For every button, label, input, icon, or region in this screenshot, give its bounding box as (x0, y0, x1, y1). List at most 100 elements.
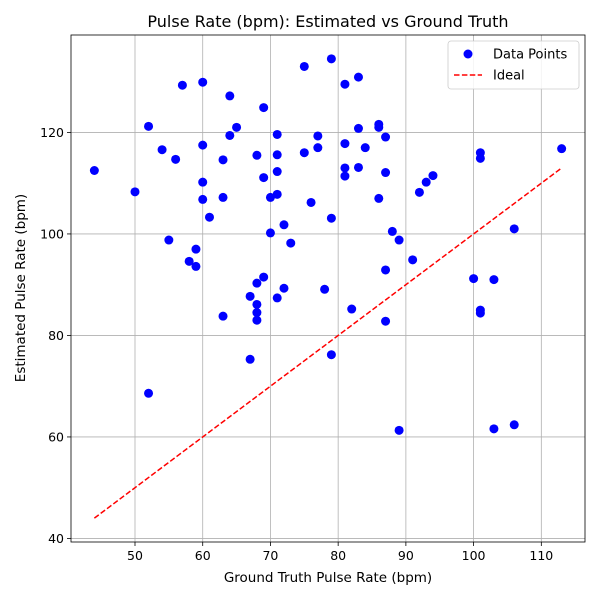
data-point (89, 166, 99, 176)
y-tick-label: 120 (40, 125, 64, 140)
data-point (265, 192, 275, 202)
x-tick-label: 100 (462, 548, 486, 563)
data-point (218, 192, 228, 202)
data-point (245, 291, 255, 301)
data-point (218, 155, 228, 165)
data-point (340, 139, 350, 149)
data-point (313, 143, 323, 153)
data-point (374, 122, 384, 132)
data-point (299, 61, 309, 71)
data-point (360, 143, 370, 153)
data-point (394, 235, 404, 245)
data-point (475, 308, 485, 318)
data-point (144, 388, 154, 398)
data-point (279, 283, 289, 293)
data-point (306, 197, 316, 207)
data-point (428, 171, 438, 181)
data-point (164, 235, 174, 245)
data-point (489, 275, 499, 285)
y-tick-label: 40 (48, 531, 64, 546)
data-point (353, 123, 363, 133)
data-point (313, 131, 323, 141)
legend: Data Points Ideal (447, 40, 580, 90)
data-point (272, 129, 282, 139)
data-point (157, 145, 167, 155)
data-point (326, 213, 336, 223)
data-point (394, 425, 404, 435)
data-point (340, 79, 350, 89)
data-point (381, 265, 391, 275)
data-point (320, 284, 330, 294)
data-point (130, 187, 140, 197)
data-point (198, 177, 208, 187)
data-point (144, 121, 154, 131)
data-point (259, 103, 269, 113)
legend-label: Data Points (493, 48, 567, 63)
data-point (198, 194, 208, 204)
data-point (414, 187, 424, 197)
data-point (177, 80, 187, 90)
chart-title: Pulse Rate (bpm): Estimated vs Ground Tr… (147, 12, 508, 31)
x-tick-label: 110 (529, 548, 553, 563)
data-point (340, 171, 350, 181)
data-point (326, 350, 336, 360)
data-point (191, 261, 201, 271)
data-point (469, 274, 479, 284)
data-point (259, 272, 269, 282)
data-point (252, 150, 262, 160)
data-point (272, 189, 282, 199)
data-point (225, 130, 235, 140)
data-point (265, 228, 275, 238)
data-point (218, 311, 228, 321)
ideal-line (93, 167, 563, 519)
x-tick-label: 80 (330, 548, 346, 563)
data-point (421, 177, 431, 187)
data-point (232, 122, 242, 132)
data-point (381, 316, 391, 326)
data-point (381, 168, 391, 178)
legend-marker-data-points (463, 49, 473, 59)
x-axis-title: Ground Truth Pulse Rate (bpm) (224, 570, 432, 586)
data-point (272, 167, 282, 177)
y-tick-label: 80 (48, 328, 64, 343)
x-tick-label: 90 (398, 548, 414, 563)
legend-box (447, 40, 580, 90)
y-axis-title: Estimated Pulse Rate (bpm) (13, 194, 29, 382)
x-tick-label: 50 (127, 548, 143, 563)
data-point (252, 315, 262, 325)
data-point (374, 193, 384, 203)
data-point (252, 308, 262, 318)
data-point (353, 72, 363, 82)
data-point (340, 163, 350, 173)
data-point (286, 238, 296, 248)
data-point (272, 293, 282, 303)
data-point (299, 148, 309, 158)
data-point (347, 304, 357, 314)
axes-frame (70, 34, 586, 543)
data-point (557, 144, 567, 154)
data-point (272, 150, 282, 160)
data-point (326, 54, 336, 64)
data-point (171, 154, 181, 164)
data-point (225, 91, 235, 101)
x-tick-label: 60 (195, 548, 211, 563)
data-point (381, 132, 391, 142)
data-point (184, 256, 194, 266)
y-tick-label: 100 (40, 226, 64, 241)
data-point (252, 299, 262, 309)
data-point (204, 212, 214, 222)
x-tick-label: 70 (262, 548, 278, 563)
data-point (191, 244, 201, 254)
data-point (198, 140, 208, 150)
data-point (198, 77, 208, 87)
data-point (245, 354, 255, 364)
data-point (408, 255, 418, 265)
legend-label: Ideal (493, 69, 525, 84)
data-point (259, 173, 269, 183)
data-point (387, 226, 397, 236)
plot-area: 50 60 70 80 90 100 110 40 60 80 100 120 (40, 34, 586, 563)
data-point (509, 420, 519, 430)
data-point (489, 424, 499, 434)
